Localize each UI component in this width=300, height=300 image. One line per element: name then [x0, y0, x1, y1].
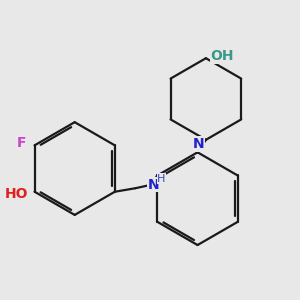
- Text: F: F: [17, 136, 26, 150]
- Text: OH: OH: [210, 49, 234, 63]
- Text: HO: HO: [5, 187, 29, 201]
- Text: N: N: [148, 178, 159, 192]
- Text: N: N: [193, 137, 204, 151]
- Text: H: H: [157, 174, 166, 184]
